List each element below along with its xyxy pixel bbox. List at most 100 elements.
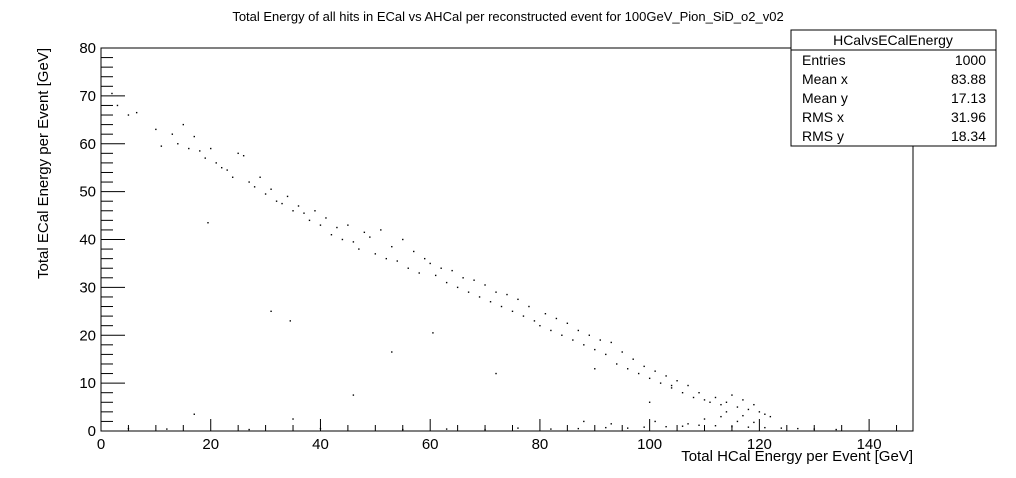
data-point xyxy=(736,406,739,408)
y-tick-label: 20 xyxy=(79,327,96,344)
data-point xyxy=(742,399,744,401)
data-point xyxy=(445,428,448,430)
data-point xyxy=(177,143,179,145)
data-point xyxy=(127,114,130,116)
data-point xyxy=(665,375,667,377)
data-point xyxy=(522,315,525,317)
data-point xyxy=(764,426,766,429)
data-point xyxy=(627,368,629,370)
data-point xyxy=(698,392,700,394)
data-point xyxy=(561,334,563,336)
data-point xyxy=(577,329,580,332)
stats-row-value: 31.96 xyxy=(951,109,986,125)
data-point xyxy=(698,424,700,426)
data-point xyxy=(643,365,645,368)
x-tick-label: 140 xyxy=(857,436,882,453)
data-point xyxy=(599,339,601,341)
data-point xyxy=(352,394,355,396)
data-point xyxy=(500,305,503,308)
data-point xyxy=(221,166,223,169)
y-tick-label: 60 xyxy=(79,136,96,153)
data-point xyxy=(659,382,662,384)
data-point xyxy=(506,293,508,296)
x-tick-label: 40 xyxy=(312,436,329,453)
data-point xyxy=(116,104,119,107)
stats-box-frame xyxy=(790,29,997,147)
data-point xyxy=(473,279,475,281)
data-point xyxy=(566,322,569,324)
data-point xyxy=(297,205,300,207)
data-point xyxy=(193,413,195,415)
data-point xyxy=(204,157,206,159)
data-point xyxy=(687,384,689,387)
data-point xyxy=(736,420,739,423)
data-point xyxy=(533,320,536,322)
y-tick-label: 0 xyxy=(88,423,96,440)
data-point xyxy=(325,217,327,219)
data-point xyxy=(380,229,382,231)
data-point xyxy=(654,370,656,372)
data-point xyxy=(391,245,393,248)
data-point xyxy=(550,329,552,332)
data-point xyxy=(583,344,585,346)
data-point xyxy=(215,162,217,164)
data-point xyxy=(588,334,590,336)
data-point xyxy=(319,224,322,226)
data-point xyxy=(681,392,684,394)
data-point xyxy=(289,320,291,322)
data-point xyxy=(478,296,481,298)
data-point xyxy=(709,401,711,403)
data-point xyxy=(188,147,190,150)
data-point xyxy=(670,387,673,389)
data-point xyxy=(747,426,750,428)
y-tick-label: 10 xyxy=(79,375,96,392)
data-point xyxy=(135,111,138,114)
data-point xyxy=(627,427,629,429)
data-point xyxy=(555,317,558,320)
y-tick-label: 80 xyxy=(79,40,96,57)
data-point xyxy=(456,286,459,289)
data-point xyxy=(253,186,256,188)
data-point xyxy=(610,341,612,344)
stats-row-label: RMS x xyxy=(802,109,844,125)
data-point xyxy=(703,399,706,401)
data-point xyxy=(440,267,442,269)
data-point xyxy=(292,210,294,212)
data-point xyxy=(544,313,547,315)
data-point xyxy=(731,394,733,396)
x-tick-label: 60 xyxy=(422,436,439,453)
data-point xyxy=(248,428,250,431)
data-point xyxy=(687,423,689,425)
data-point xyxy=(451,269,453,272)
x-tick-label: 120 xyxy=(747,436,772,453)
data-point xyxy=(160,145,163,147)
data-point xyxy=(753,421,755,424)
data-point xyxy=(231,176,234,178)
data-point xyxy=(654,420,656,423)
data-point xyxy=(495,372,497,375)
data-point xyxy=(182,123,184,126)
stats-row-value: 83.88 xyxy=(951,71,986,87)
data-point xyxy=(594,348,596,351)
data-point xyxy=(391,351,393,353)
chart-title: Total Energy of all hits in ECal vs AHCa… xyxy=(232,9,783,24)
data-point xyxy=(517,298,519,301)
stats-row-label: Entries xyxy=(802,52,846,68)
data-point xyxy=(670,384,673,387)
data-point xyxy=(270,310,272,313)
data-point xyxy=(445,281,448,284)
data-point xyxy=(758,411,761,413)
data-point xyxy=(193,135,195,138)
data-point xyxy=(275,200,278,202)
data-point xyxy=(242,155,245,157)
data-point xyxy=(484,284,486,286)
data-point xyxy=(764,413,766,415)
data-point xyxy=(314,210,316,212)
x-axis-label: Total HCal Energy per Event [GeV] xyxy=(681,448,913,465)
data-point xyxy=(385,257,387,260)
data-point xyxy=(583,420,585,423)
stats-row-label: Mean x xyxy=(802,71,848,87)
y-axis-ticks: 0 10 20 30 40 50 60 70 80 xyxy=(79,40,125,440)
data-point xyxy=(616,363,618,365)
data-point xyxy=(797,427,799,430)
